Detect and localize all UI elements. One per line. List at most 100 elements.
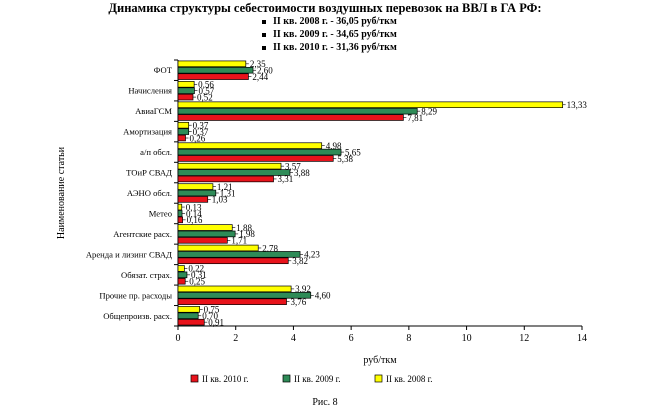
y-axis-title: Наименование статьи [56,146,67,239]
data-label: 0,16 [187,215,203,225]
bar [177,306,200,313]
bar [177,87,195,94]
summary-note-text: II кв. 2009 г. - 34,65 руб/ткм [273,29,397,40]
x-tick-label: 0 [176,333,181,344]
data-label: 3,57 [285,161,301,171]
data-label: 0,14 [186,209,202,219]
legend-swatch [374,374,383,383]
data-label: 1,88 [236,223,252,233]
x-tick-label: 2 [233,333,238,344]
x-tick-label: 12 [519,333,529,344]
category-label: ФОТ [154,65,173,75]
legend-label: II кв. 2008 г. [386,374,433,384]
x-axis-title: руб/ткм [363,355,397,366]
bar [177,318,205,326]
data-label: 8,29 [421,106,437,116]
bullet-icon [262,19,266,24]
bar [177,251,301,258]
x-tick-label: 8 [406,333,411,344]
x-tick-label: 10 [462,333,472,344]
bar [177,169,291,176]
bar [177,93,194,101]
x-tick-label: 4 [291,333,296,344]
bar [177,114,404,121]
category-label: АЭНО обсл. [127,188,172,198]
bar [177,60,247,68]
bar [177,183,214,190]
bar [177,81,195,88]
data-label: 3,76 [291,297,307,307]
bar [177,148,342,156]
legend-swatch [282,374,291,383]
bar [177,216,183,224]
bar [177,210,183,217]
bar [177,203,183,211]
x-tick-label: 14 [577,333,587,344]
bar [177,224,233,231]
data-label: 0,13 [186,202,202,212]
summary-note: II кв. 2010 г. - 31,36 руб/ткм [262,41,397,54]
bar [177,155,334,162]
data-label: 2,60 [257,66,273,76]
data-label: 5,65 [345,147,361,157]
data-label: 0,37 [193,127,209,137]
bar [177,298,287,305]
bar [177,134,186,142]
category-label: а/п обсл. [140,147,172,157]
bar [177,66,254,74]
bar [177,230,236,238]
category-label: Амортизация [123,127,172,137]
bullet-icon [262,45,266,50]
x-tick-label: 6 [349,333,354,344]
data-label: 0,37 [193,121,209,131]
category-label: ТОиР СВАД [126,168,172,178]
data-label: 1,31 [220,188,236,198]
summary-note: II кв. 2009 г. - 34,65 руб/ткм [262,28,397,41]
figure-caption: Рис. 8 [312,397,338,408]
data-label: 0,57 [198,86,214,96]
data-label: 0,25 [189,277,205,287]
data-label: 4,98 [326,141,342,151]
data-label: 0,56 [198,80,214,90]
data-label: 0,26 [190,133,206,143]
category-label: Начисления [128,86,172,96]
bar [177,265,185,272]
data-label: 0,52 [197,92,213,102]
data-label: 2,35 [250,59,266,69]
summary-note: II кв. 2008 г. - 36,05 руб/ткм [262,15,397,28]
data-label: 3,82 [292,256,308,266]
data-label: 1,03 [212,195,228,205]
data-label: 7,81 [407,113,423,123]
bar [177,101,564,109]
data-label: 5,38 [337,154,353,164]
legend-label: II кв. 2010 г. [202,374,249,384]
data-label: 0,22 [188,264,204,274]
data-label: 3,31 [278,174,294,184]
data-label: 3,88 [294,168,310,178]
data-label: 0,70 [202,311,218,321]
bar [177,142,323,149]
summary-notes: II кв. 2008 г. - 36,05 руб/ткм II кв. 20… [262,15,397,54]
data-label: 1,98 [239,229,255,239]
bar [177,285,292,293]
category-label: Аренда и лизинг СВАД [86,249,172,259]
bar [177,244,259,252]
data-label: 2,78 [262,243,278,253]
data-label: 13,33 [567,100,588,110]
category-label: АвиаГСМ [135,106,172,116]
bar [177,277,186,285]
data-label: 0,91 [208,317,224,327]
data-label: 1,21 [217,182,233,192]
summary-note-text: II кв. 2008 г. - 36,05 руб/ткм [273,16,397,27]
category-label: Общепроизв. расх. [103,311,172,321]
data-label: 2,44 [252,72,268,82]
legend-label: II кв. 2009 г. [294,374,341,384]
bar [177,271,188,279]
category-label: Прочие пр. расходы [99,290,172,300]
legend-swatch [190,374,199,383]
chart-title: Динамика структуры себестоимости воздушн… [108,1,542,15]
data-label: 0,31 [191,270,207,280]
bar [177,107,418,115]
bar [177,237,228,244]
